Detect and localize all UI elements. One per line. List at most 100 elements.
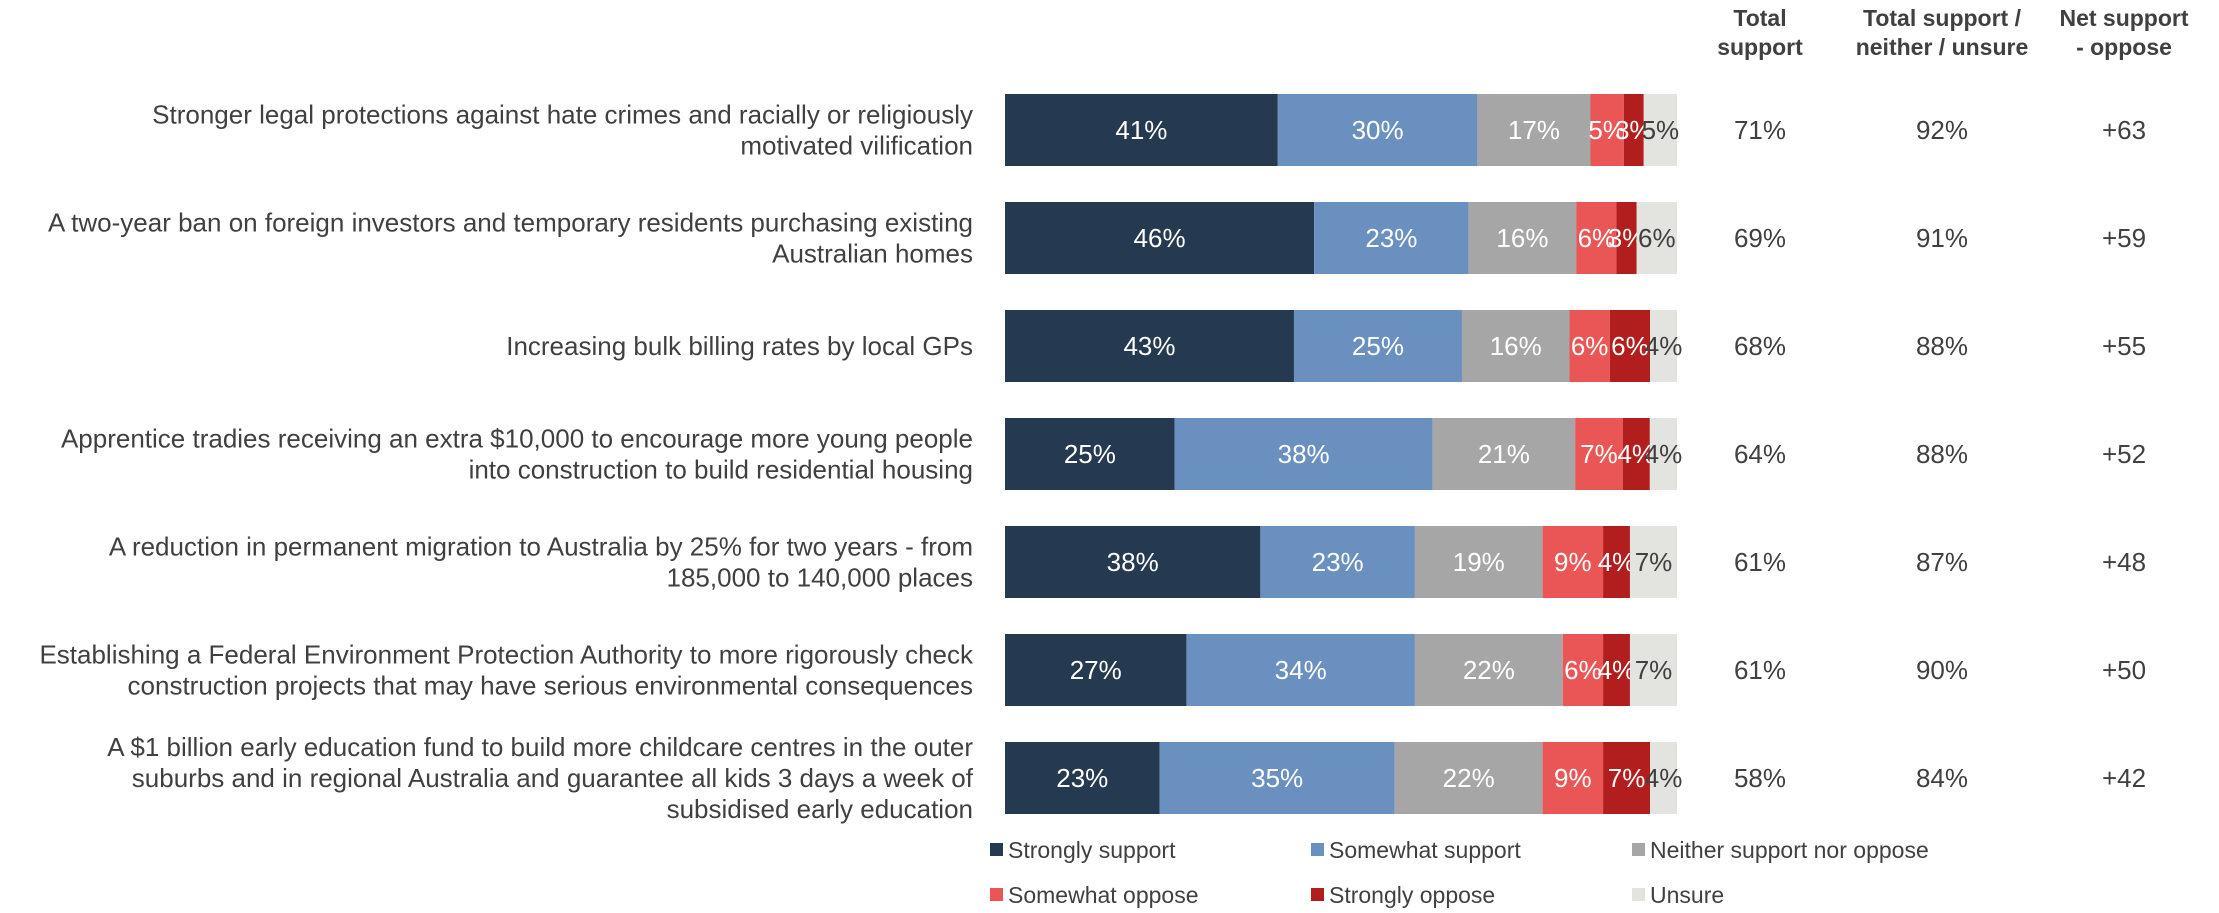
bar-segment (1277, 94, 1478, 166)
summary-value: 84% (1916, 763, 1968, 793)
bar-segment (1542, 526, 1604, 598)
legend-swatch (1632, 843, 1645, 856)
bar-segment (1623, 94, 1644, 166)
legend-label: Somewhat support (1329, 837, 1521, 863)
summary-header: Total support (1717, 5, 1803, 60)
legend-label: Strongly support (1008, 837, 1176, 863)
category-label-line: 185,000 to 140,000 places (667, 563, 973, 593)
legend-label: Somewhat oppose (1008, 882, 1199, 908)
bar-segment (1575, 418, 1623, 490)
bar-segment (1314, 202, 1469, 274)
summary-value: +63 (2102, 115, 2146, 145)
legend-swatch (990, 843, 1003, 856)
data-label: 19% (1453, 547, 1505, 577)
data-label: 6% (1571, 331, 1609, 361)
data-label: 5% (1588, 115, 1626, 145)
data-label: 6% (1611, 331, 1649, 361)
summary-value: 61% (1734, 547, 1786, 577)
data-label: 4% (1645, 439, 1683, 469)
bar-segment (1562, 634, 1604, 706)
data-label: 4% (1598, 655, 1636, 685)
summary-header-line: neither / unsure (1856, 34, 2029, 60)
category-label-line: Establishing a Federal Environment Prote… (39, 640, 974, 670)
category-label-line: A $1 billion early education fund to bui… (107, 732, 973, 762)
legend-label: Neither support nor oppose (1650, 837, 1929, 863)
data-label: 46% (1134, 223, 1186, 253)
data-label: 22% (1443, 763, 1495, 793)
data-label: 7% (1635, 547, 1673, 577)
data-label: 23% (1056, 763, 1108, 793)
category-label-line: Increasing bulk billing rates by local G… (506, 331, 973, 361)
data-label: 22% (1463, 655, 1515, 685)
category-label: Stronger legal protections against hate … (152, 100, 973, 161)
summary-value: 58% (1734, 763, 1786, 793)
bar-segment (1432, 418, 1576, 490)
summary-value: +55 (2102, 331, 2146, 361)
summary-value: 68% (1734, 331, 1786, 361)
data-label: 6% (1638, 223, 1676, 253)
row-labels: Stronger legal protections against hate … (39, 100, 974, 825)
data-label: 38% (1107, 547, 1159, 577)
bar-segment (1576, 202, 1617, 274)
bar-segment (1461, 310, 1570, 382)
bar-segment (1260, 526, 1415, 598)
bar-segment (1468, 202, 1577, 274)
category-label: Increasing bulk billing rates by local G… (506, 331, 973, 361)
category-label-line: construction projects that may have seri… (128, 671, 973, 701)
summary-value: +52 (2102, 439, 2146, 469)
summary-value: 87% (1916, 547, 1968, 577)
summary-value: +50 (2102, 655, 2146, 685)
summary-value: 61% (1734, 655, 1786, 685)
summary-value: 92% (1916, 115, 1968, 145)
category-label-line: into construction to build residential h… (469, 455, 973, 485)
data-label: 6% (1578, 223, 1616, 253)
legend-swatch (1311, 843, 1324, 856)
data-label: 7% (1635, 655, 1673, 685)
summary-columns: 71% 92% +63 69% 91% +59 68% 88% +55 64% 88% +52 61% 8… (1717, 5, 2189, 793)
category-label-line: motivated vilification (740, 131, 973, 161)
legend-swatch (990, 888, 1003, 901)
legend: Strongly support Somewhat support Neither … (990, 837, 1929, 908)
category-label-line: suburbs and in regional Australia and gu… (132, 763, 974, 793)
category-label-line: Apprentice tradies receiving an extra $1… (61, 424, 973, 454)
bar-segment (1542, 742, 1604, 814)
bar-segment (1005, 742, 1160, 814)
data-label: 16% (1490, 331, 1542, 361)
category-label-line: A reduction in permanent migration to Au… (109, 532, 973, 562)
bar-segment (1477, 94, 1591, 166)
bar-segment (1394, 742, 1543, 814)
bar-segment (1293, 310, 1462, 382)
summary-header-line: Total support / (1863, 5, 2022, 31)
data-label: 7% (1580, 439, 1618, 469)
data-label: 27% (1070, 655, 1122, 685)
bars: 41% 30% 17% 5%3%5%46% 23% 16% 6%3%6%43% 25% 16% 6… (1005, 94, 1682, 814)
summary-header: Total support / neither / unsure (1856, 5, 2029, 60)
data-label: 23% (1365, 223, 1417, 253)
legend-swatch (1632, 888, 1645, 901)
bar-segment (1005, 310, 1294, 382)
data-label: 4% (1617, 439, 1655, 469)
summary-value: +59 (2102, 223, 2146, 253)
data-label: 25% (1352, 331, 1404, 361)
bar-segment (1629, 634, 1677, 706)
bar-segment (1174, 418, 1433, 490)
summary-value: 71% (1734, 115, 1786, 145)
bar-segment (1603, 634, 1630, 706)
data-label: 23% (1312, 547, 1364, 577)
data-label: 25% (1064, 439, 1116, 469)
summary-value: 91% (1916, 223, 1968, 253)
data-label: 35% (1251, 763, 1303, 793)
data-label: 4% (1598, 547, 1636, 577)
bar-segment (1650, 742, 1677, 814)
data-label: 16% (1496, 223, 1548, 253)
category-label-line: Australian homes (772, 239, 973, 269)
category-label: Establishing a Federal Environment Prote… (39, 640, 974, 701)
data-label: 34% (1275, 655, 1327, 685)
bar-segment (1590, 94, 1624, 166)
summary-header: Net support - oppose (2059, 5, 2188, 60)
bar-segment (1636, 202, 1677, 274)
bar-segment (1186, 634, 1415, 706)
summary-value: 64% (1734, 439, 1786, 469)
bar-segment (1622, 418, 1650, 490)
